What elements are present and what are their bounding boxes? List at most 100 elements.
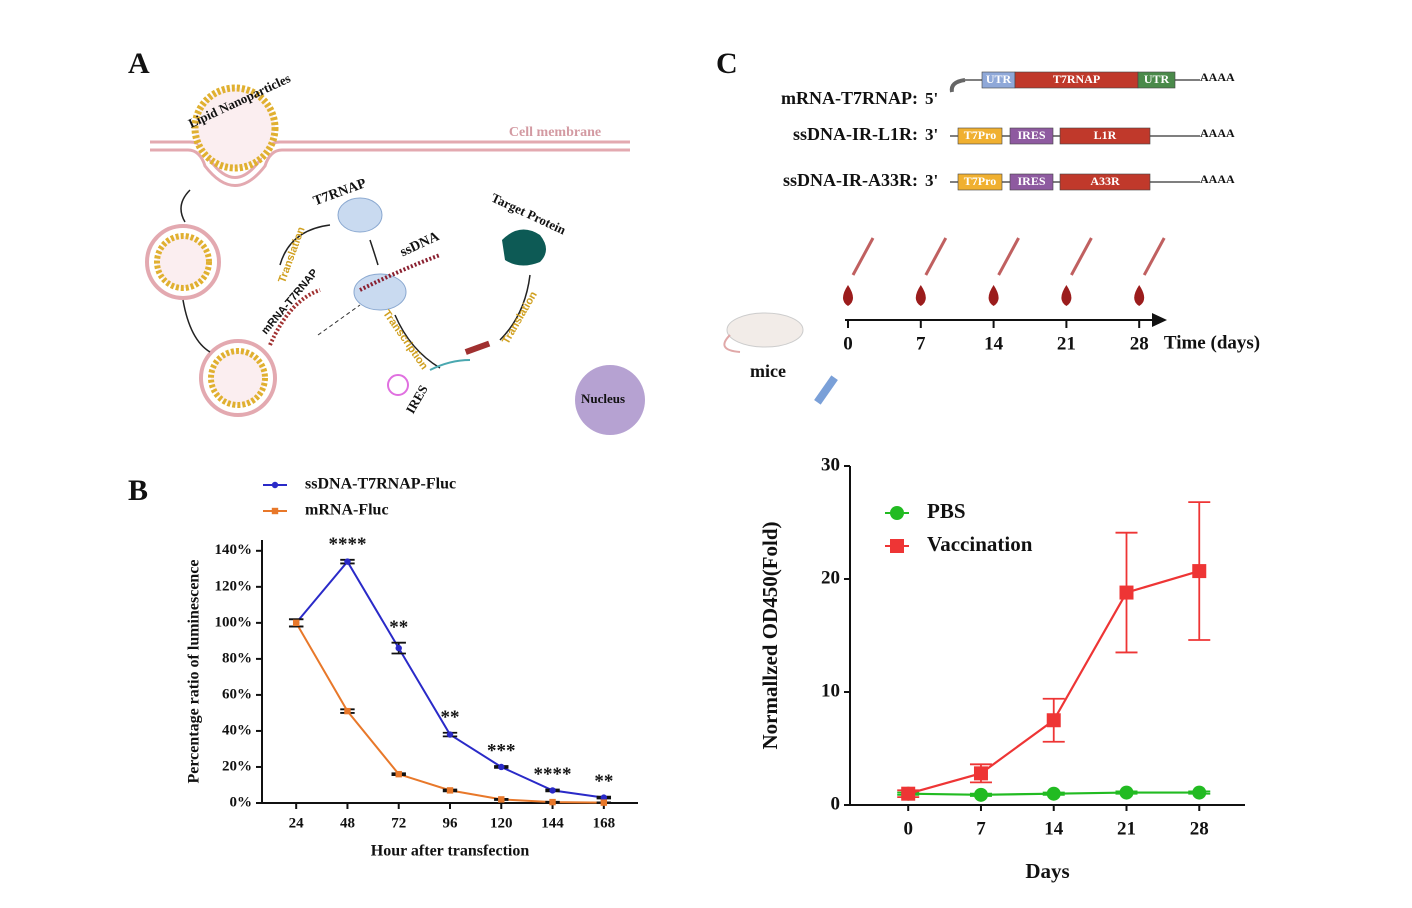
mouse (726, 312, 804, 348)
lnp (154, 233, 212, 291)
marker (446, 731, 454, 738)
annotation: **** (328, 534, 366, 555)
x-tick-label: 28 (1190, 818, 1209, 839)
pipette (924, 237, 948, 276)
blood-drop (915, 285, 926, 306)
series-line (907, 570, 1200, 795)
annotation: ** (441, 707, 460, 728)
legend-label: Vaccination (927, 532, 1033, 556)
x-tick-label: 14 (1044, 818, 1064, 839)
label: ssDNA (398, 229, 443, 260)
marker (344, 558, 351, 565)
label: Cell membrane (509, 125, 601, 140)
part-label: IRES (1017, 128, 1045, 142)
marker (901, 786, 916, 801)
x-tick-label: 21 (1117, 818, 1136, 839)
marker (271, 507, 279, 515)
y-axis-label: Normallzed OD450(Fold) (758, 521, 782, 749)
marker (292, 619, 300, 627)
x-axis-label: Hour after transfection (371, 843, 530, 860)
part-label: IRES (1017, 174, 1045, 188)
label: Transcription (380, 308, 430, 372)
y-tick-label: 10 (821, 680, 840, 701)
marker (973, 787, 988, 802)
x-tick-label: 96 (443, 815, 459, 831)
y-tick-label: 20 (821, 567, 840, 588)
y-tick-label: 20% (222, 758, 252, 774)
construct-name: mRNA-T7RNAP: (781, 88, 918, 108)
x-tick-label: 24 (289, 815, 305, 831)
marker (498, 796, 505, 803)
marker (600, 799, 608, 806)
annotation: **** (534, 764, 572, 785)
pipette (851, 237, 875, 276)
marker (395, 770, 402, 778)
arrow-head (1152, 313, 1167, 327)
marker (1119, 585, 1134, 600)
ssdna-strand (359, 253, 441, 292)
construct-part (957, 127, 1003, 145)
lnp (208, 348, 268, 408)
y-tick-label: 60% (222, 686, 252, 702)
endosome (199, 339, 277, 417)
marker (344, 707, 351, 715)
animal-label: mice (750, 361, 786, 381)
legend-label: PBS (927, 499, 966, 523)
mouse-tail (723, 334, 741, 353)
x-tick-label: 48 (340, 815, 355, 831)
marker (446, 787, 454, 794)
membrane (150, 148, 630, 187)
part-label: A33R (1090, 174, 1120, 188)
marker (549, 787, 556, 794)
rna-segment (464, 340, 491, 355)
blood-drop (1134, 285, 1145, 306)
construct-part (957, 173, 1003, 191)
marker (890, 506, 904, 520)
y-tick-label: 140% (215, 542, 253, 558)
x-axis-label: Days (1025, 859, 1069, 883)
construct-name: ssDNA-IR-A33R: (783, 170, 918, 190)
day-label: 14 (984, 333, 1004, 354)
marker (1192, 785, 1207, 800)
arrow (279, 224, 531, 369)
marker (549, 798, 556, 806)
series-line (295, 559, 604, 799)
panel-label: B (128, 474, 148, 507)
x-tick-label: 0 (903, 818, 913, 839)
diagram-a: Lipid Nanoparticles Cell membrane T7RNAP… (145, 70, 645, 435)
x-tick-label: 144 (541, 815, 564, 831)
annotation: *** (487, 740, 516, 761)
y-tick-label: 30 (821, 454, 840, 475)
marker (600, 794, 608, 801)
part-label: L1R (1094, 128, 1117, 142)
y-tick-label: 40% (222, 722, 252, 738)
legend-label: ssDNA-T7RNAP-Fluc (305, 476, 456, 493)
t7rnap-icon (337, 197, 383, 233)
part-label: T7Pro (964, 174, 996, 188)
pipette (1142, 237, 1166, 276)
annotation: ** (594, 771, 613, 792)
construct-part (1059, 127, 1151, 145)
marker (395, 644, 402, 652)
day-label: 21 (1057, 333, 1076, 354)
x-tick-label: 168 (593, 815, 616, 831)
construct-name: ssDNA-IR-L1R: (793, 124, 918, 144)
marker (1046, 786, 1061, 801)
tail-label: AAAA (1200, 172, 1235, 186)
day-label: 28 (1130, 333, 1149, 354)
tail-label: AAAA (1200, 70, 1235, 84)
x-tick-label: 120 (490, 815, 513, 831)
construct-end: 3' (925, 125, 938, 144)
part-label: UTR (986, 72, 1012, 86)
nucleus-icon (575, 365, 645, 435)
y-tick-label: 120% (215, 578, 253, 594)
time-axis-label: Time (days) (1164, 332, 1260, 353)
annotation: ** (389, 617, 408, 638)
part-label: T7Pro (964, 128, 996, 142)
construct-end: 3' (925, 171, 938, 190)
label: Nucleus (581, 391, 625, 406)
y-tick-label: 80% (222, 650, 252, 666)
marker (498, 763, 505, 771)
marker (271, 481, 279, 489)
